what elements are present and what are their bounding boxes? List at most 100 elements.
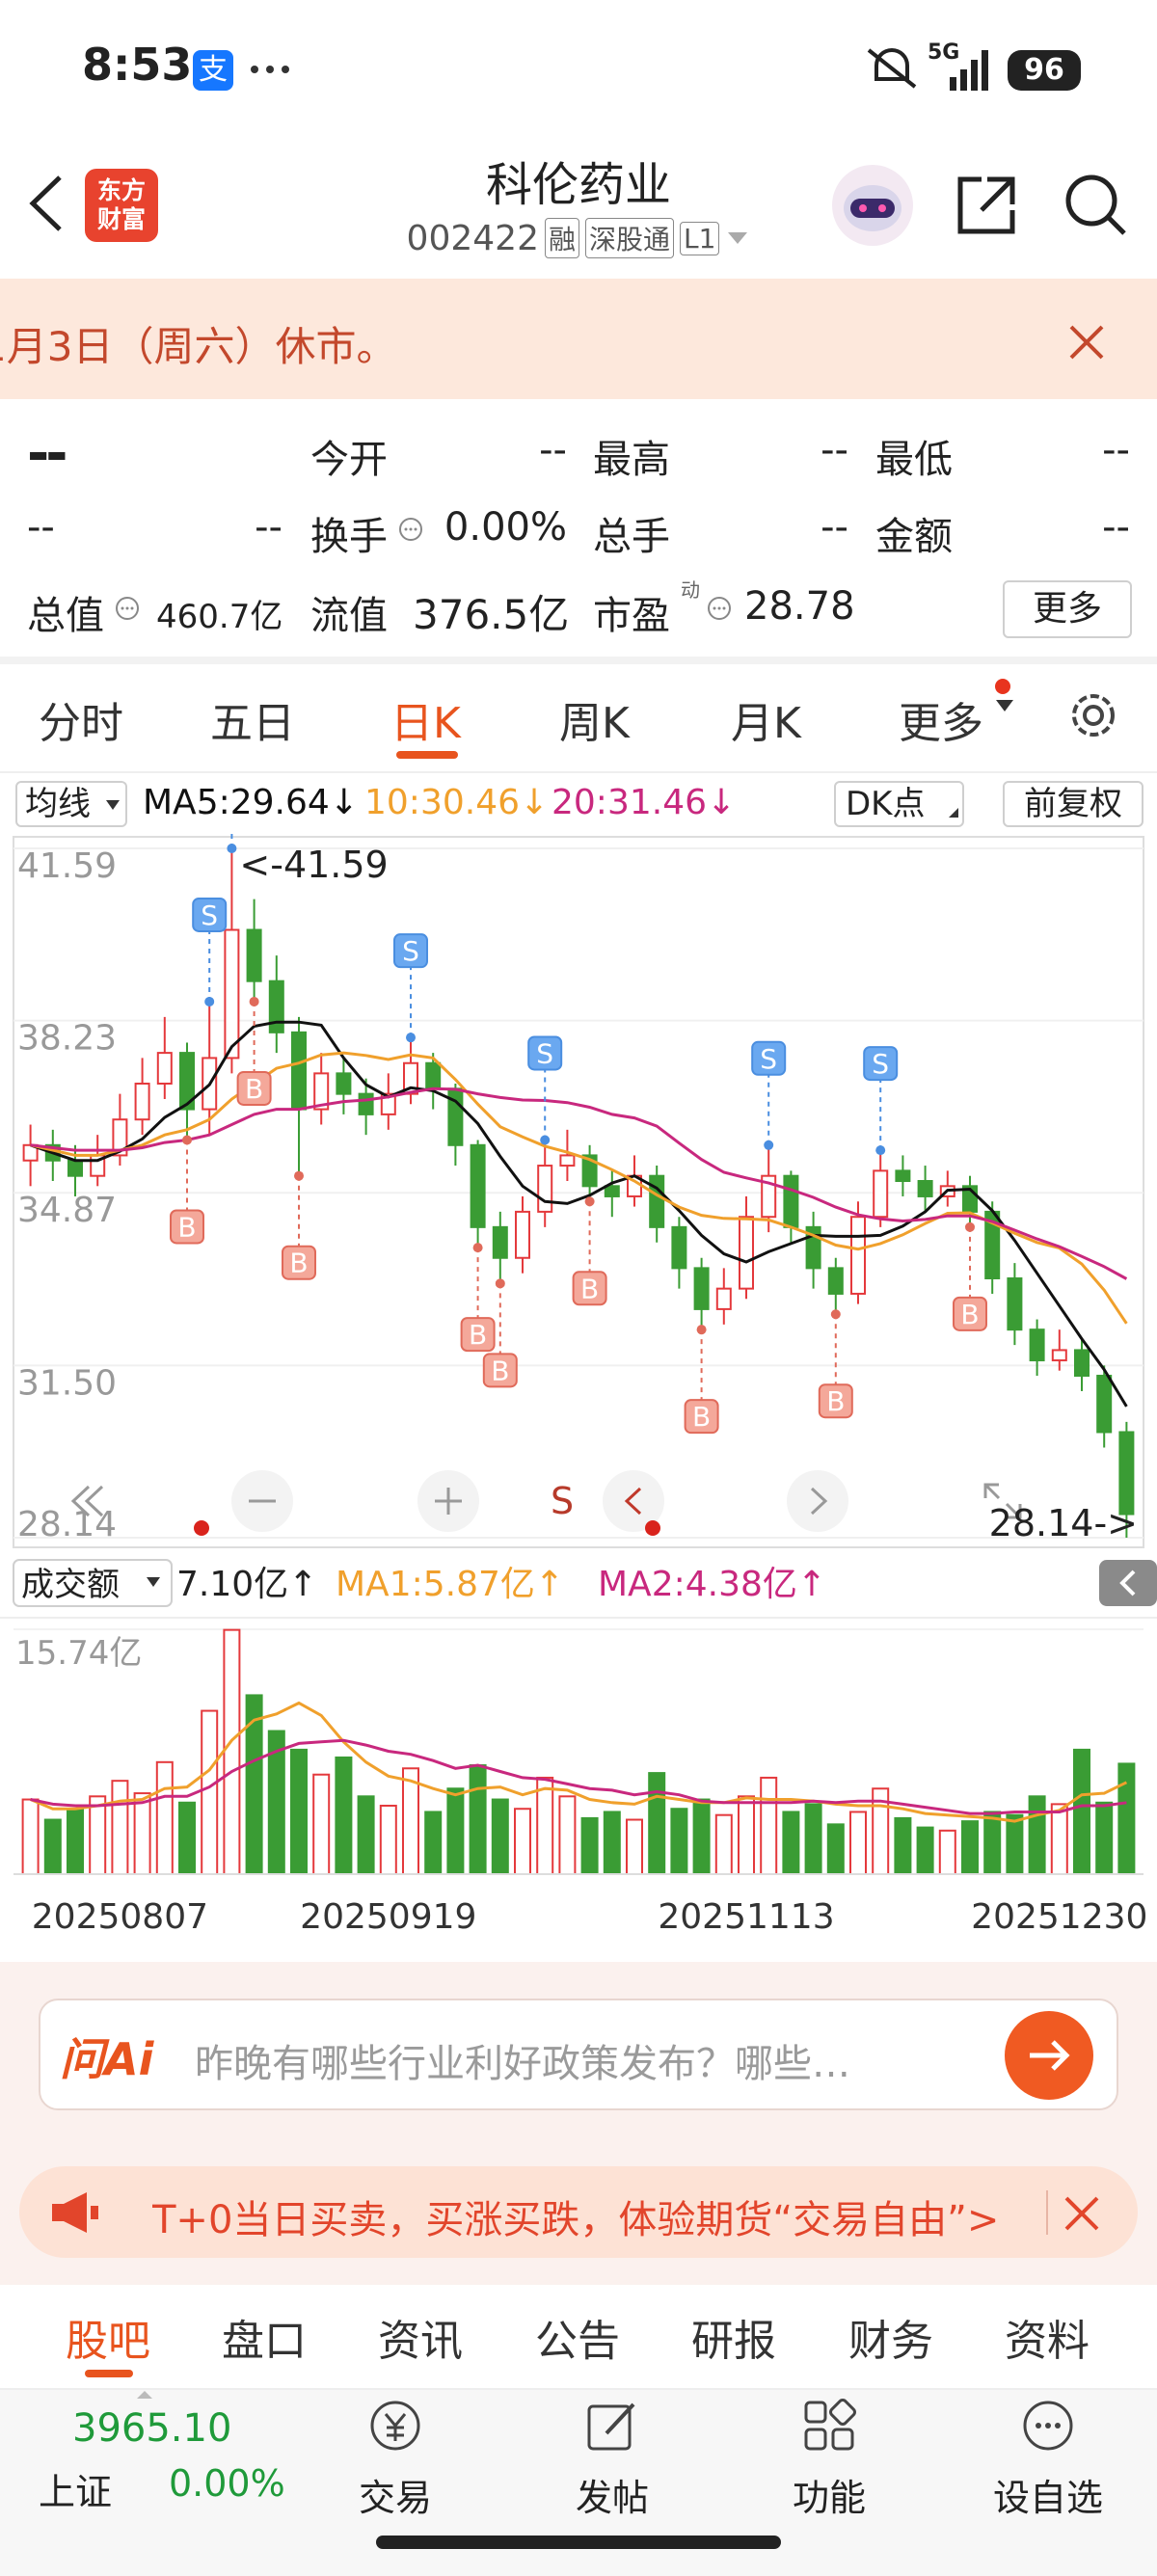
volume-bar [536,1776,554,1875]
trade-icon[interactable] [366,2397,424,2455]
signal-label: B [826,1385,845,1417]
index-value[interactable]: 3965.10 [72,2406,232,2451]
controls [70,1470,1022,1536]
nav-label[interactable]: 交易 [358,2477,432,2519]
indicator-select[interactable]: 均线 [15,781,127,827]
signal-dot [472,1243,483,1253]
step-right[interactable] [787,1470,848,1532]
period-tab[interactable]: 周K [559,699,630,748]
adjust-button[interactable]: 前复权 [1003,781,1144,827]
volume-bar [648,1772,666,1876]
share-button[interactable] [953,172,1020,239]
candle-body [873,1169,889,1219]
dropdown-icon[interactable] [725,228,750,248]
ai-input[interactable] [39,1999,1118,2110]
period-tab[interactable]: 分时 [39,699,123,748]
x-tick-label: 20250807 [32,1897,208,1937]
notice-text: 1月3日（周六）休市。 [0,323,397,370]
content-tab[interactable]: 公告 [535,2317,620,2366]
candle-body [850,1216,866,1295]
change-pct: -- [255,505,283,550]
assistant-avatar[interactable] [829,162,916,249]
quote-label: 最高 [593,438,670,482]
candle-body [1051,1349,1067,1362]
settings-button[interactable] [1064,686,1122,744]
signal-dot [830,1309,841,1320]
fullscreen[interactable] [983,1483,1022,1519]
promo-banner[interactable] [19,2166,1138,2258]
nav-label[interactable]: 功能 [792,2477,866,2519]
nav-label[interactable]: 设自选 [992,2477,1103,2519]
candle-body [67,1159,83,1177]
content-tab[interactable]: 财务 [848,2317,933,2366]
volume-bar [626,1818,643,1875]
search-button[interactable] [1061,170,1130,239]
candle-body [559,1154,576,1167]
candle-body [1118,1431,1135,1516]
nav-label[interactable]: 发帖 [575,2477,649,2519]
volume-bar [245,1694,263,1876]
volume-bar [826,1823,845,1875]
scroll-left[interactable] [70,1485,104,1517]
signal-badge [236,1070,272,1106]
quote-value: -- [1102,505,1130,550]
volume-bar [983,1811,1002,1875]
y-tick-label: 41.59 [17,846,117,886]
candle-body [492,1225,508,1259]
quote-value: 460.7亿 [156,598,283,636]
corner-icon [949,808,958,818]
function-icon[interactable] [800,2397,858,2455]
signal-dot [249,996,259,1006]
red-dot [995,679,1010,694]
info-icon[interactable] [114,595,141,622]
volume-select[interactable] [13,1559,173,1607]
signal-label: S [872,1048,889,1080]
signal-dot [227,844,237,853]
content-tab[interactable]: 股吧 [66,2317,150,2366]
quote-label: 流值 [310,594,388,638]
signal-dot [540,1135,551,1145]
x-tick-label: 20251230 [971,1897,1147,1937]
period-tab[interactable]: 日K [390,699,461,748]
volume-indicator: 成交额 [21,1566,120,1604]
collapse-tab[interactable] [1099,1560,1157,1606]
candle-body [403,1061,418,1095]
step-left[interactable] [603,1470,664,1532]
close-promo[interactable] [1063,2194,1101,2233]
volume-legend: MA2:4.38亿↑ [598,1565,826,1604]
volume-bar [692,1798,711,1876]
more-button[interactable]: 更多 [1003,580,1132,638]
signal-label: S [201,899,218,931]
megaphone-icon [52,2192,98,2233]
watchlist-icon[interactable] [1019,2397,1077,2455]
tag: 融 [544,218,579,258]
close-notice[interactable] [1065,321,1108,363]
quote-label: 总值 [27,594,104,638]
dk-button[interactable]: DK点 [834,781,964,827]
info-icon[interactable] [397,516,424,543]
volume-bar [603,1811,621,1875]
post-icon[interactable] [583,2397,641,2455]
candle-body [1074,1349,1090,1378]
candle-body [671,1225,687,1270]
candle-body [291,1031,307,1111]
change: -- [27,505,55,550]
content-tab[interactable]: 盘口 [222,2317,307,2366]
ai-send[interactable] [1003,2009,1095,2102]
content-tab[interactable]: 资料 [1005,2317,1090,2366]
content-tab[interactable]: 资讯 [378,2317,463,2366]
period-tab[interactable]: 五日 [210,699,295,748]
signal-dot [294,1170,304,1181]
quote-label: 总手 [593,515,670,559]
volume-bar [155,1760,174,1876]
signal-badge [482,1353,518,1388]
content-tab[interactable]: 研报 [691,2317,776,2366]
volume-bar [1095,1801,1114,1875]
app-badge: 支 [193,50,233,91]
back-button[interactable] [21,172,69,235]
period-tab[interactable]: 更多 [899,699,983,748]
candle-body [515,1210,530,1259]
period-tab[interactable]: 月K [731,699,801,748]
info-icon[interactable] [706,595,733,622]
home-indicator [376,2536,781,2549]
